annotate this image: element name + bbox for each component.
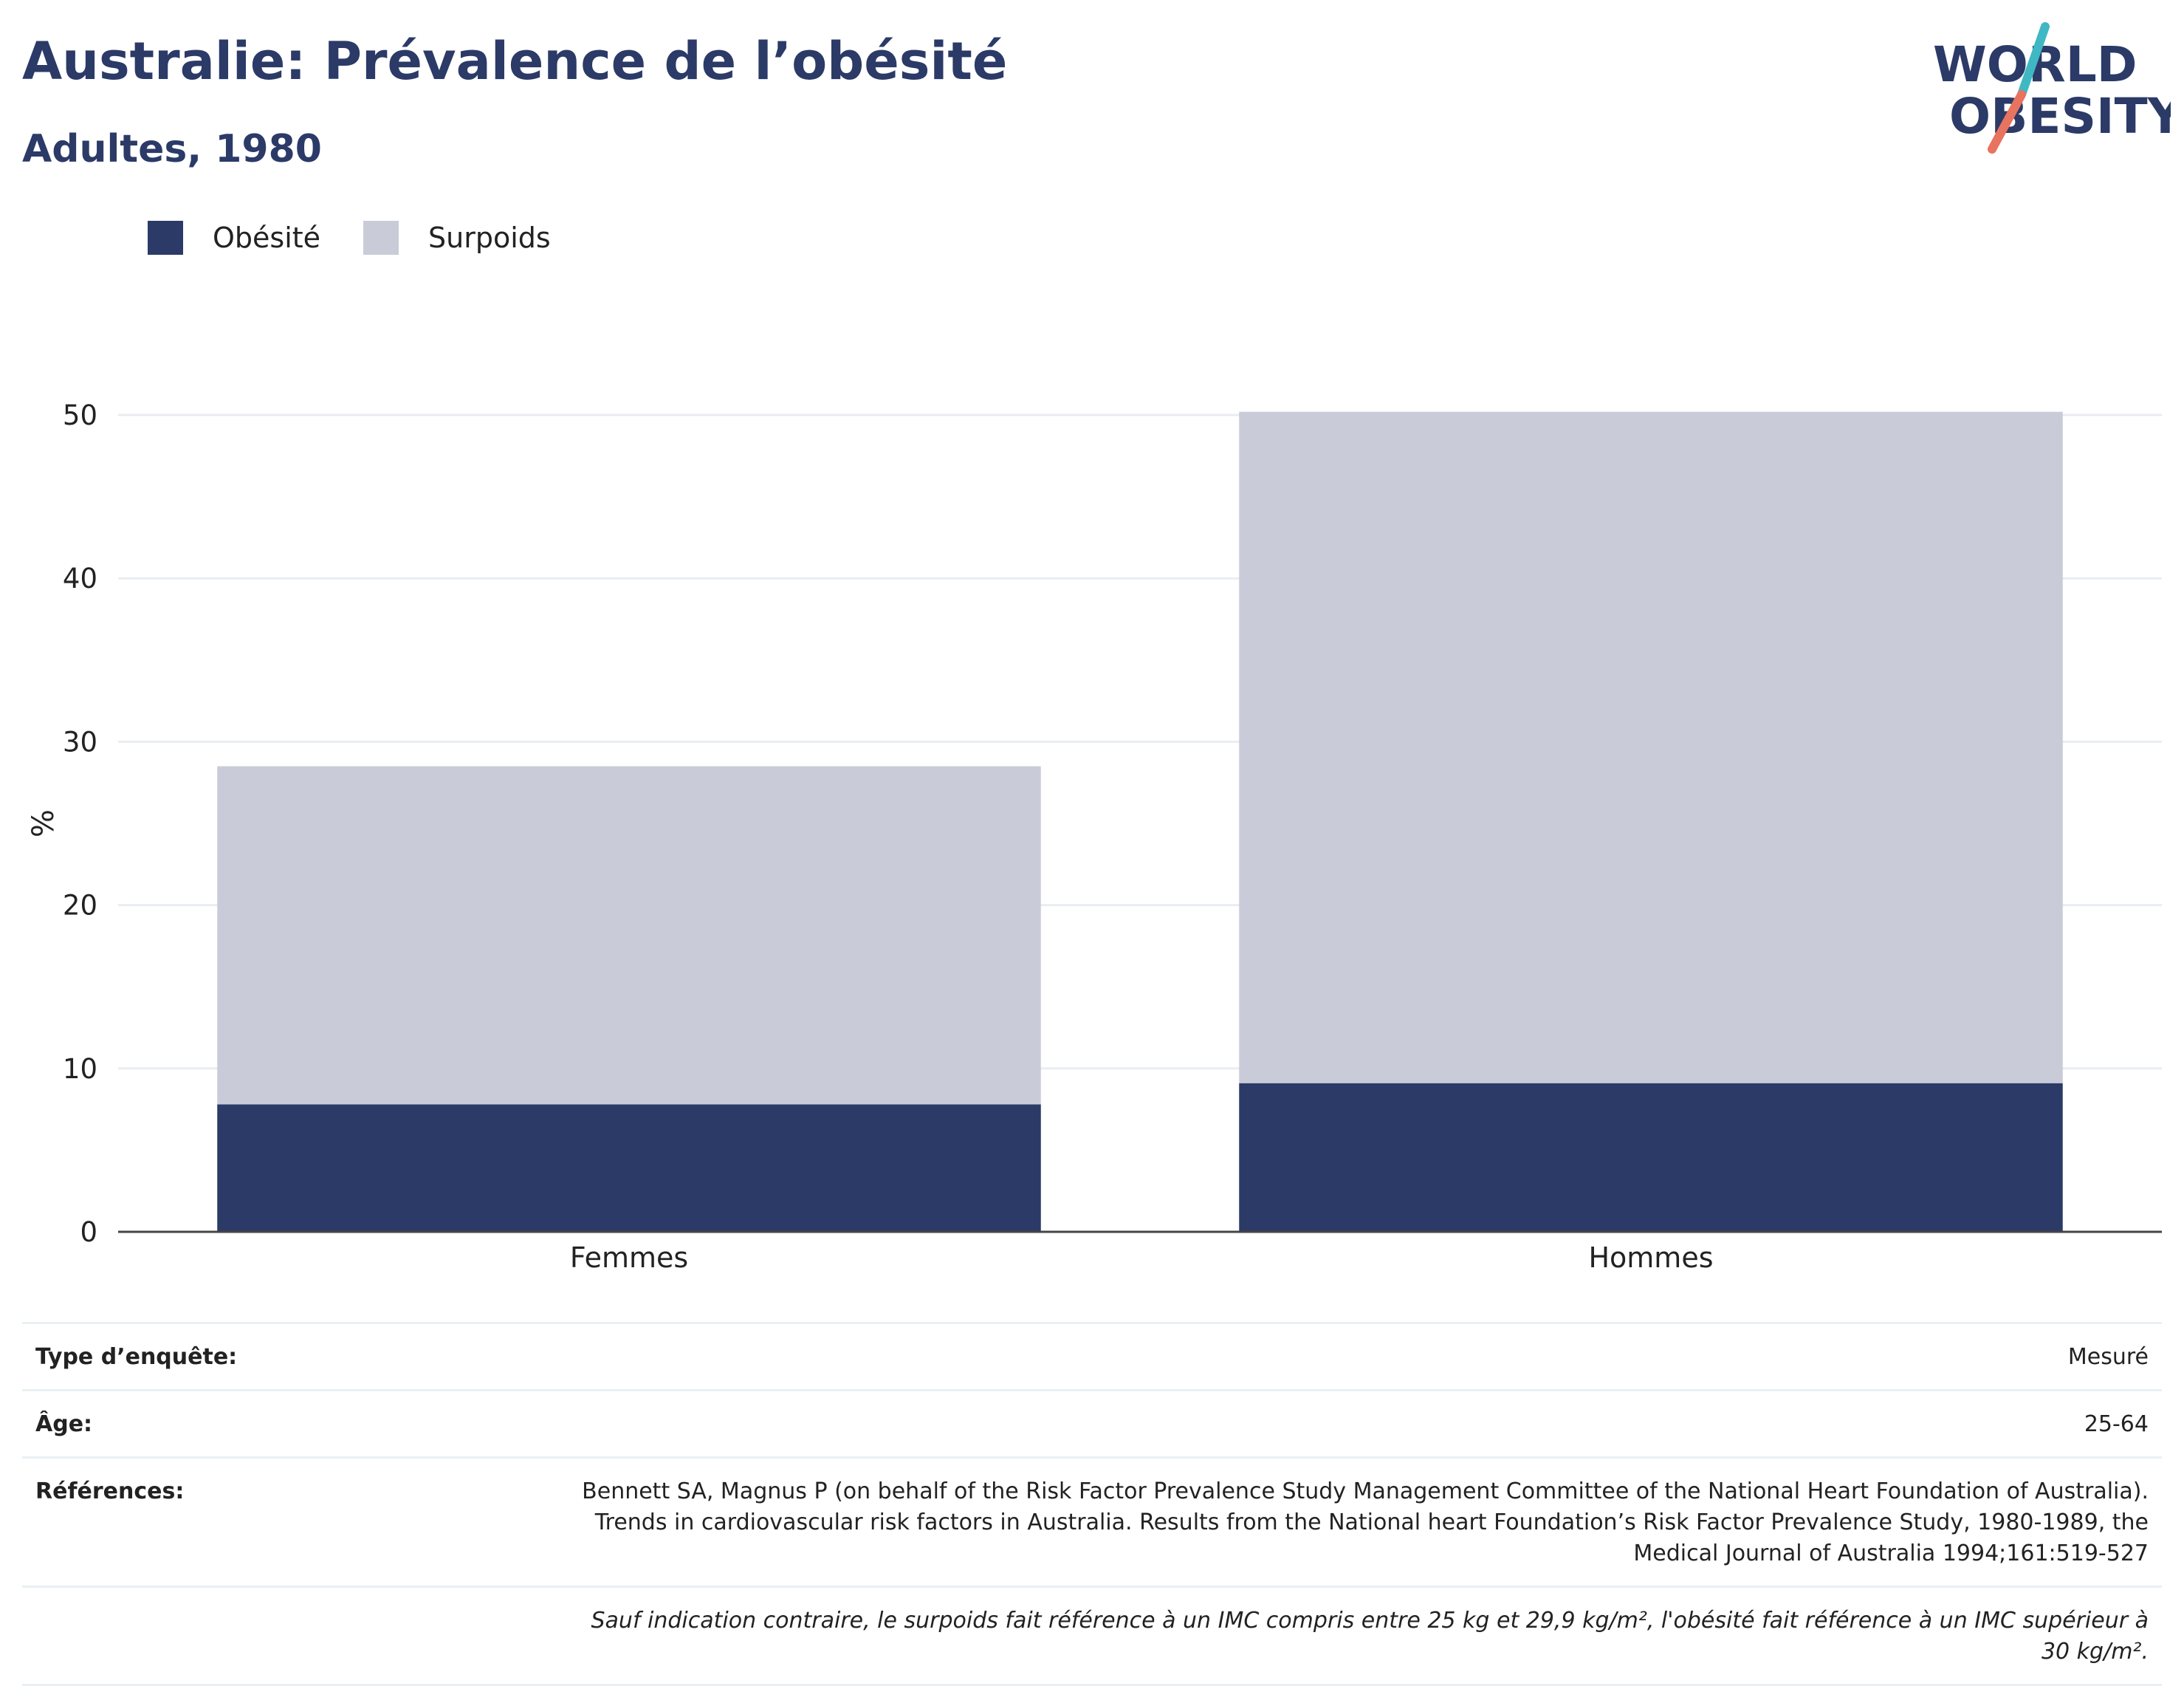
bmi-definition-note: Sauf indication contraire, le surpoids f… [591, 1608, 2149, 1665]
logo-word-obesity: OBESITY [1949, 88, 2171, 145]
legend-label-obesite: Obésité [213, 222, 321, 254]
age-value: 25-64 [2084, 1411, 2149, 1437]
legend: Obésité Surpoids [148, 219, 594, 257]
y-tick-label: 10 [63, 1053, 97, 1085]
survey-info-table: Type d’enquête: Mesuré Âge: 25-64 Référe… [22, 1322, 2162, 1686]
references-label: Références: [35, 1478, 185, 1504]
bar-obesite-hommes [1239, 1083, 2063, 1232]
x-tick-label: Femmes [570, 1241, 688, 1274]
logo-slash-coral [1988, 90, 2026, 154]
y-tick-label: 20 [63, 890, 97, 922]
y-tick-label: 30 [63, 726, 97, 758]
y-axis-title: % [27, 809, 61, 837]
legend-swatch-surpoids [363, 221, 399, 255]
bar-surpoids-femmes [217, 766, 1041, 1105]
chart-subtitle: Adultes, 1980 [22, 127, 322, 171]
meta-row-references: Références: Bennett SA, Magnus P (on beh… [22, 1459, 2162, 1588]
survey-type-label: Type d’enquête: [35, 1344, 238, 1370]
world-obesity-logo: WORLD OBESITY [1933, 22, 2171, 154]
meta-row-note: Sauf indication contraire, le surpoids f… [22, 1588, 2162, 1686]
meta-row-survey-type: Type d’enquête: Mesuré [22, 1324, 2162, 1391]
references-value: Bennett SA, Magnus P (on behalf of the R… [582, 1478, 2149, 1566]
stacked-bar-chart: 0 10 20 30 40 50% Femmes Hommes [27, 400, 2162, 1274]
y-tick-label: 50 [63, 400, 97, 431]
y-tick-label: 0 [80, 1216, 97, 1248]
legend-item-surpoids[interactable]: Surpoids [363, 221, 551, 255]
logo-slash-teal [2017, 22, 2050, 99]
bar-obesite-femmes [217, 1104, 1041, 1232]
legend-swatch-obesite [148, 221, 183, 255]
legend-label-surpoids: Surpoids [428, 222, 551, 254]
meta-row-age: Âge: 25-64 [22, 1391, 2162, 1459]
x-tick-label: Hommes [1588, 1241, 1713, 1274]
survey-type-value: Mesuré [2067, 1344, 2149, 1370]
y-tick-label: 40 [63, 563, 97, 594]
legend-item-obesite[interactable]: Obésité [148, 221, 320, 255]
age-label: Âge: [35, 1411, 93, 1437]
chart-title: Australie: Prévalence de l’obésité [22, 31, 1008, 92]
bar-surpoids-hommes [1239, 411, 2063, 1083]
